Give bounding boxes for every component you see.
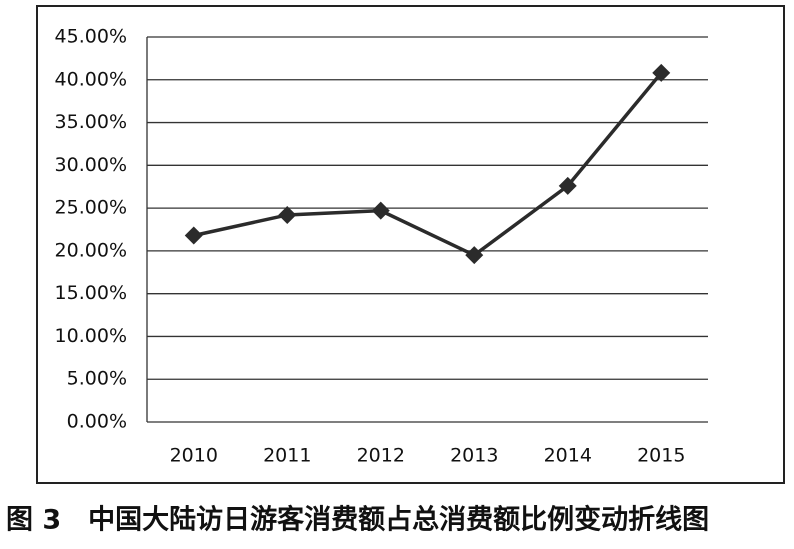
y-tick-label: 45.00% xyxy=(55,26,127,48)
x-tick-label: 2011 xyxy=(263,445,311,467)
y-tick-label: 35.00% xyxy=(55,111,127,133)
y-tick-label: 40.00% xyxy=(55,68,127,90)
marker xyxy=(465,246,484,265)
x-tick-label: 2012 xyxy=(357,445,405,467)
marker xyxy=(371,201,390,220)
x-tick-label: 2013 xyxy=(450,445,498,467)
chart-caption: 图 3 中国大陆访日游客消费额占总消费额比例变动折线图 xyxy=(6,504,709,536)
x-tick-label: 2010 xyxy=(170,445,218,467)
y-tick-label: 0.00% xyxy=(67,411,127,433)
y-tick-label: 25.00% xyxy=(55,197,127,219)
line xyxy=(193,71,663,258)
y-tick-label: 10.00% xyxy=(55,325,127,347)
x-tick-label: 2014 xyxy=(544,445,592,467)
y-tick-label: 20.00% xyxy=(55,239,127,261)
x-tick-label: 2015 xyxy=(637,445,685,467)
y-tick-label: 5.00% xyxy=(67,368,127,390)
marker xyxy=(558,176,577,195)
marker xyxy=(278,205,297,224)
chart-border xyxy=(36,5,785,484)
marker xyxy=(184,226,203,245)
y-tick-label: 30.00% xyxy=(55,154,127,176)
y-tick-label: 15.00% xyxy=(55,282,127,304)
marker xyxy=(652,63,671,82)
